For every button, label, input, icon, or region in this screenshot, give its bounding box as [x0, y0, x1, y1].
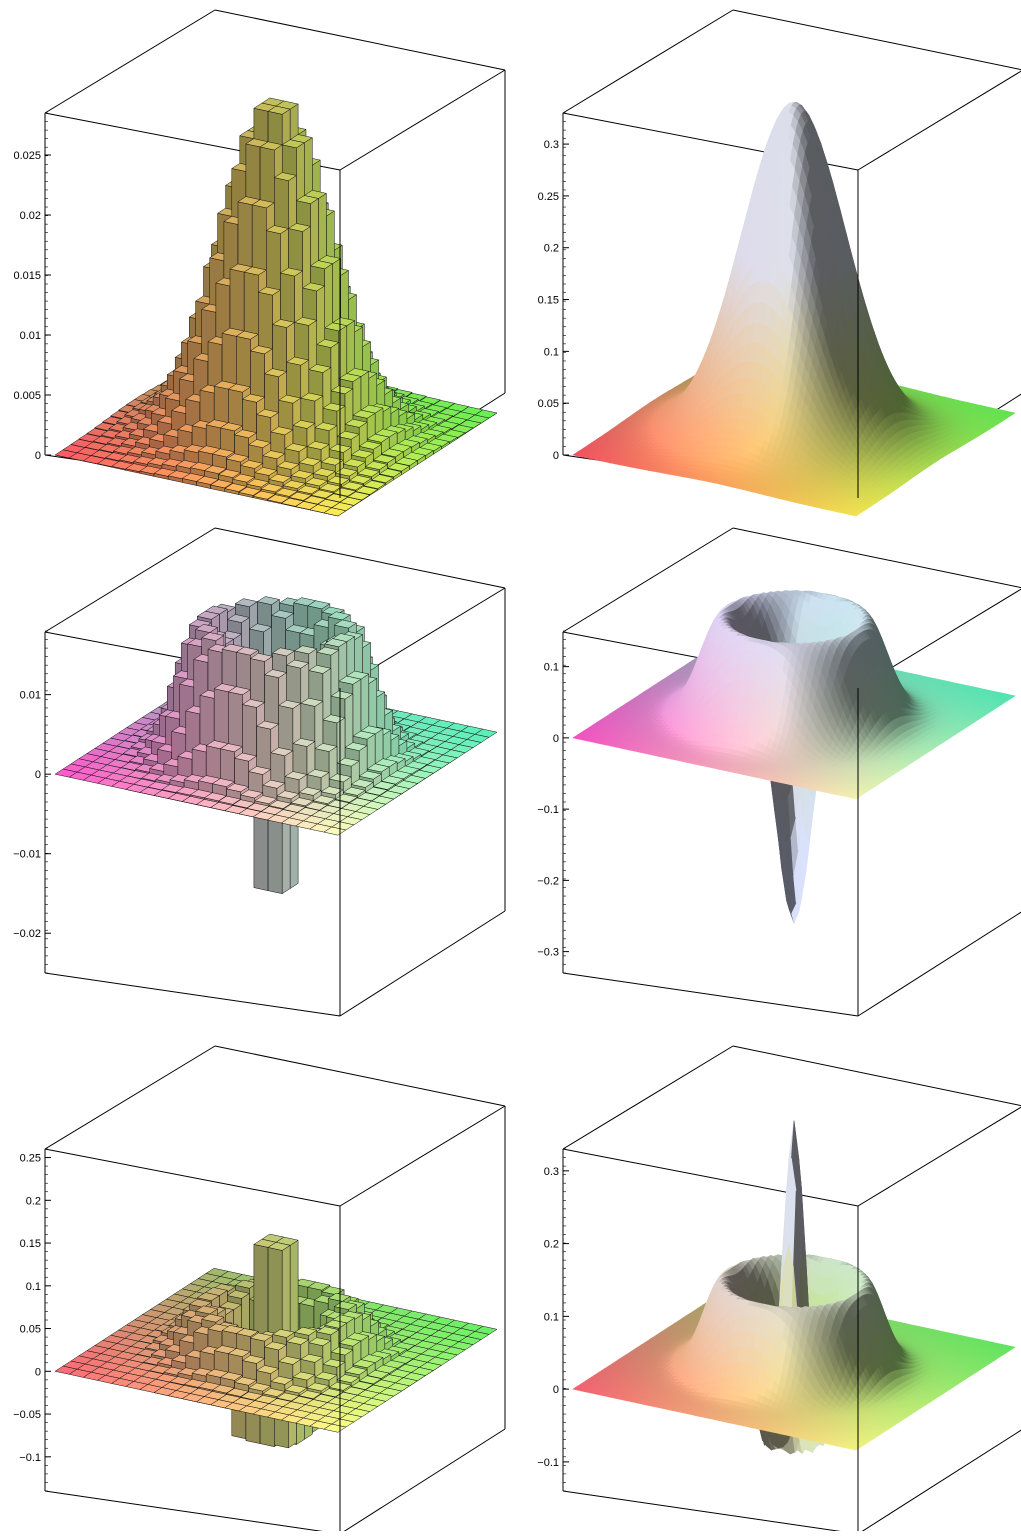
panel-top-right: 0 0.05 0.1 0.15 0.2 0.25 0.3	[538, 10, 1021, 516]
plot-marks	[573, 102, 1015, 516]
z-tick-label: 0.015	[13, 270, 41, 282]
z-tick-label: 0.2	[544, 243, 559, 255]
panel-middle-left: −0.02 −0.01 0 0.01	[13, 528, 505, 1016]
panel-top-left: 0 0.005 0.01 0.015 0.02 0.025	[13, 10, 505, 516]
plot-marks	[55, 98, 497, 516]
z-axis: −0.02 −0.01 0 0.01	[13, 631, 51, 973]
z-tick-label: 0.25	[538, 191, 559, 203]
z-tick-label: −0.01	[13, 849, 41, 861]
z-tick-label: 0.005	[13, 390, 41, 402]
z-tick-label: 0	[35, 769, 41, 781]
z-tick-label: 0.1	[544, 346, 559, 358]
z-tick-label: 0.01	[20, 330, 41, 342]
z-tick-label: 0.025	[13, 150, 41, 162]
plot-marks	[55, 597, 497, 894]
z-axis: 0 0.05 0.1 0.15 0.2 0.25 0.3	[538, 113, 569, 462]
z-tick-label: −0.02	[13, 928, 41, 940]
z-tick-label: 0	[553, 450, 559, 462]
z-tick-label: 0.05	[538, 398, 559, 410]
z-tick-label: 0.02	[20, 210, 41, 222]
z-tick-label: 0.01	[20, 690, 41, 702]
z-tick-label: 0.15	[538, 295, 559, 307]
z-tick-label: 0	[35, 450, 41, 462]
z-tick-label: 0.3	[544, 139, 559, 151]
